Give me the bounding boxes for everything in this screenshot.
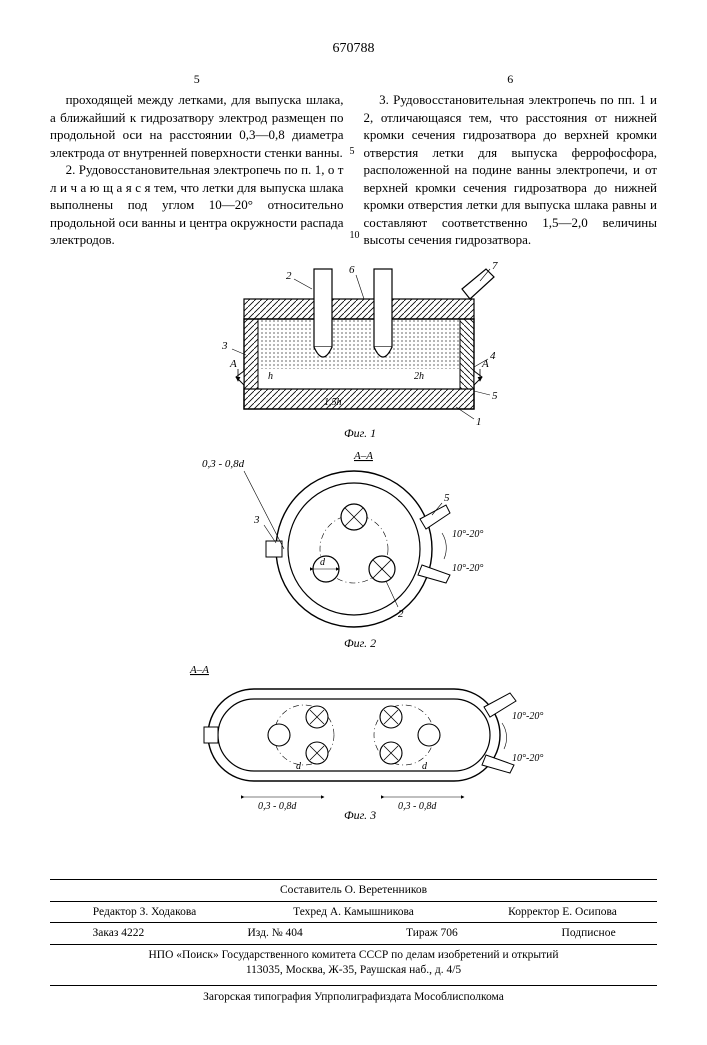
fig1-callout-6: 6 — [349, 264, 355, 276]
patent-number: 670788 — [50, 40, 657, 59]
svg-text:0,3 - 0,8d: 0,3 - 0,8d — [202, 458, 245, 470]
footer-compiler: Составитель О. Веретенников — [50, 879, 657, 901]
footer-sign: Подписное — [520, 926, 657, 942]
footer-typography: Загорская типография Упрполиграфиздата М… — [50, 985, 657, 1006]
svg-text:5: 5 — [444, 492, 450, 504]
figures-block: A A 2 6 7 4 5 1 3 h 1,5h 2h Фиг. 1 0,3 -… — [50, 259, 657, 819]
footer-tirazh: Тираж 706 — [364, 926, 501, 942]
left-column: 5 проходящей между летками, для выпуска … — [50, 71, 344, 249]
svg-text:d: d — [422, 761, 428, 772]
left-para-1: проходящей между летками, для выпуска шл… — [50, 91, 344, 161]
fig2-label: Фиг. 2 — [344, 636, 376, 650]
footer-order: Заказ 4222 — [50, 926, 187, 942]
svg-text:A: A — [481, 358, 489, 370]
svg-text:10°-20°: 10°-20° — [452, 529, 483, 540]
svg-text:A–A: A–A — [353, 450, 373, 462]
footer-editor: Редактор З. Ходакова — [50, 905, 239, 921]
svg-text:0,3 - 0,8d: 0,3 - 0,8d — [398, 801, 437, 812]
svg-text:2h: 2h — [414, 371, 424, 382]
fig1-label: Фиг. 1 — [344, 426, 376, 440]
svg-text:10°-20°: 10°-20° — [452, 563, 483, 574]
svg-text:10°-20°: 10°-20° — [512, 753, 543, 764]
fig1-callout-2: 2 — [286, 270, 292, 282]
right-para-1: 3. Рудовосстановительная электропечь по … — [364, 91, 658, 249]
left-para-2: 2. Рудовосстановительная электропечь по … — [50, 161, 344, 249]
svg-text:2: 2 — [398, 608, 404, 620]
svg-text:A: A — [229, 358, 237, 370]
figures-svg: A A 2 6 7 4 5 1 3 h 1,5h 2h Фиг. 1 0,3 -… — [144, 259, 564, 819]
fig1: A A 2 6 7 4 5 1 3 h 1,5h 2h Фиг. 1 — [221, 260, 498, 440]
line-marker-5: 5 — [350, 145, 355, 159]
fig2: 0,3 - 0,8d A–A 10°-20° 10°-20° 3 5 2 d — [202, 450, 483, 650]
svg-text:0,3 - 0,8d: 0,3 - 0,8d — [258, 801, 297, 812]
footer-corrector: Корректор Е. Осипова — [468, 905, 657, 921]
fig3-label: Фиг. 3 — [344, 808, 376, 819]
col-number-left: 5 — [50, 71, 344, 87]
fig1-callout-1: 1 — [476, 416, 482, 428]
right-column: 6 5 10 3. Рудовосстановительная электроп… — [364, 71, 658, 249]
svg-text:d: d — [296, 761, 302, 772]
svg-text:10°-20°: 10°-20° — [512, 711, 543, 722]
footer-block: Составитель О. Веретенников Редактор З. … — [50, 879, 657, 981]
svg-text:1,5h: 1,5h — [324, 397, 342, 408]
fig3: A–A 10°-20° 10°-20° d d 0,3 - 0,8d 0,3 — [189, 664, 543, 819]
fig1-callout-4: 4 — [490, 350, 496, 362]
fig1-callout-5: 5 — [492, 390, 498, 402]
footer-org: НПО «Поиск» Государственного комитета СС… — [50, 944, 657, 981]
col-number-right: 6 — [364, 71, 658, 87]
fig1-callout-7: 7 — [492, 260, 498, 272]
svg-text:3: 3 — [253, 514, 260, 526]
footer-print-info: Заказ 4222 Изд. № 404 Тираж 706 Подписно… — [50, 922, 657, 944]
svg-text:h: h — [268, 371, 273, 382]
text-columns: 5 проходящей между летками, для выпуска … — [50, 71, 657, 249]
footer-staff: Редактор З. Ходакова Техред А. Камышнико… — [50, 901, 657, 923]
footer-izd: Изд. № 404 — [207, 926, 344, 942]
fig1-callout-3: 3 — [221, 340, 228, 352]
footer-techred: Техред А. Камышникова — [259, 905, 448, 921]
line-marker-10: 10 — [350, 229, 360, 243]
svg-text:A–A: A–A — [189, 664, 209, 676]
